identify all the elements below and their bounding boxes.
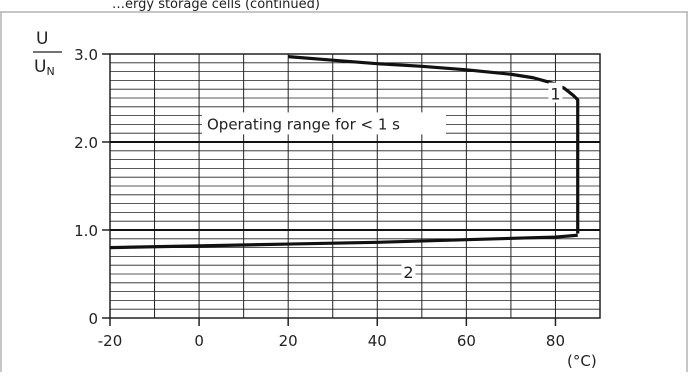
annotation-label: Operating range for < 1 s xyxy=(207,115,400,133)
x-tick-label: 60 xyxy=(457,332,476,350)
y-tick-label: 2.0 xyxy=(74,134,98,152)
series-label-background xyxy=(401,261,416,282)
x-tick-label: 0 xyxy=(194,332,204,350)
x-unit-label: (°C) xyxy=(567,352,597,370)
annotation-background xyxy=(202,112,446,135)
y-label-denominator: UN xyxy=(34,57,55,78)
x-tick-label: 40 xyxy=(368,332,387,350)
series-label-background xyxy=(548,82,563,103)
x-tick-label: -20 xyxy=(98,332,123,350)
major-grid xyxy=(110,141,600,231)
series-label-2: 2 xyxy=(403,263,413,282)
y-tick-label: 3.0 xyxy=(74,46,98,64)
y-tick-label: 0 xyxy=(88,310,98,328)
header-text: …ergy storage cells (continued) xyxy=(112,0,320,12)
series-line-1 xyxy=(288,55,580,234)
x-tick-label: 80 xyxy=(546,332,565,350)
series-label-1: 1 xyxy=(550,85,560,104)
x-tick-label: 20 xyxy=(279,332,298,350)
series-group: 12 xyxy=(109,55,580,282)
y-label-numerator: U xyxy=(36,29,48,49)
y-tick-label: 1.0 xyxy=(74,222,98,240)
series-line-2 xyxy=(109,233,578,250)
